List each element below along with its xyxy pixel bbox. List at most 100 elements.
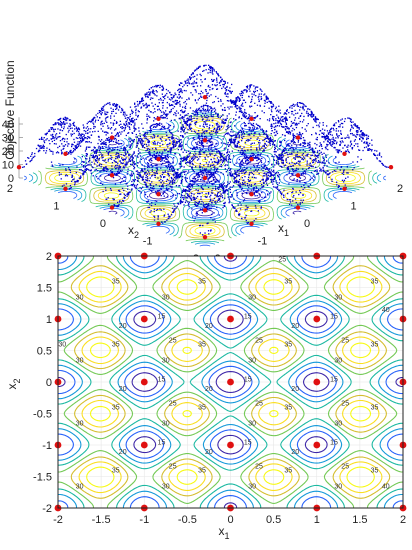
surface-point — [221, 87, 223, 90]
surface-point — [257, 151, 259, 153]
surface-point — [209, 124, 211, 126]
surface-point — [195, 111, 197, 113]
surface-point — [102, 147, 104, 149]
surface-point — [324, 162, 326, 164]
surface-point — [319, 130, 322, 132]
surface-point — [166, 178, 168, 181]
surface-point — [145, 185, 148, 187]
surface-point — [347, 172, 349, 174]
surface-point — [81, 156, 83, 158]
surface-point — [90, 164, 92, 166]
surface-point — [170, 97, 173, 99]
surface-point — [105, 167, 107, 169]
surface-point — [254, 132, 257, 134]
surface-point — [326, 130, 329, 132]
surface-point — [171, 134, 174, 136]
surface-point — [238, 213, 240, 216]
surface-point — [271, 180, 273, 182]
surface-point — [244, 142, 247, 144]
surface-point — [229, 174, 232, 176]
surface-point — [322, 169, 325, 171]
surface-point — [270, 140, 273, 142]
surface-point — [183, 118, 185, 121]
surface-point — [332, 143, 334, 145]
surface-point — [101, 143, 103, 145]
surface-point — [350, 124, 352, 126]
surface-point — [186, 185, 188, 188]
surface-point — [194, 75, 196, 78]
surface-point — [79, 134, 81, 136]
surface-point — [204, 168, 206, 170]
surface-point — [243, 183, 245, 185]
surface-point — [258, 157, 260, 159]
surface-point — [185, 180, 188, 183]
surface-point — [211, 172, 213, 174]
surface-point — [180, 171, 182, 174]
surface-point — [181, 157, 183, 159]
surface-point — [144, 172, 146, 174]
surface-point — [42, 138, 44, 140]
surface-point — [98, 111, 101, 114]
surface-point — [251, 152, 253, 155]
surface-point — [187, 170, 190, 172]
surface-point — [222, 118, 224, 120]
surface-point — [175, 113, 177, 115]
surface-point — [194, 203, 196, 205]
surface-point — [219, 153, 221, 155]
surface-point — [184, 133, 186, 135]
surface-point — [211, 213, 213, 216]
surface-point — [224, 157, 226, 159]
surface-point — [215, 130, 217, 132]
surface-point — [131, 184, 133, 187]
surface-point — [115, 103, 118, 105]
surface-point — [154, 174, 156, 176]
surface-point — [190, 127, 193, 129]
surface-point — [250, 171, 252, 173]
surface-point — [275, 122, 277, 124]
surface-point — [153, 215, 155, 217]
surface-point — [301, 127, 303, 129]
surface-point — [216, 201, 218, 203]
surface-point — [235, 138, 237, 140]
surface-point — [150, 125, 152, 127]
surface-point — [336, 141, 338, 143]
surface-point — [302, 142, 304, 144]
surface-point — [317, 172, 320, 174]
surface-point — [129, 138, 131, 140]
surface-point — [313, 118, 315, 121]
surface-point — [120, 162, 122, 164]
surface-point — [193, 147, 195, 149]
surface-point — [275, 106, 277, 108]
surface-point — [295, 126, 298, 129]
surface-point — [356, 126, 358, 128]
surface-point — [266, 190, 268, 192]
surface-point — [124, 125, 127, 127]
surface-point — [93, 150, 95, 152]
surface-point — [196, 172, 198, 175]
surface-point — [191, 166, 193, 168]
surface-point — [228, 202, 230, 204]
surface-point — [293, 129, 295, 131]
surface-point — [216, 88, 219, 90]
surface-point — [207, 148, 210, 150]
surface-point — [106, 111, 108, 113]
surface-point — [241, 184, 243, 186]
surface-point — [213, 158, 215, 160]
surface-point — [165, 156, 167, 158]
surface-point — [241, 160, 243, 162]
surface-point — [266, 135, 268, 138]
surface-point — [189, 189, 191, 191]
surface-point — [255, 186, 257, 188]
surface-point — [113, 138, 115, 140]
surface-point — [206, 175, 208, 177]
surface-point — [150, 111, 152, 113]
surface-point — [45, 150, 48, 152]
surface-point — [53, 137, 56, 139]
surface-point — [68, 168, 70, 171]
surface-point — [337, 186, 340, 188]
surface-point — [336, 134, 338, 136]
surface-point — [52, 165, 54, 167]
surface-point — [204, 130, 206, 132]
surface-point — [205, 192, 207, 195]
surface-point — [204, 206, 206, 208]
